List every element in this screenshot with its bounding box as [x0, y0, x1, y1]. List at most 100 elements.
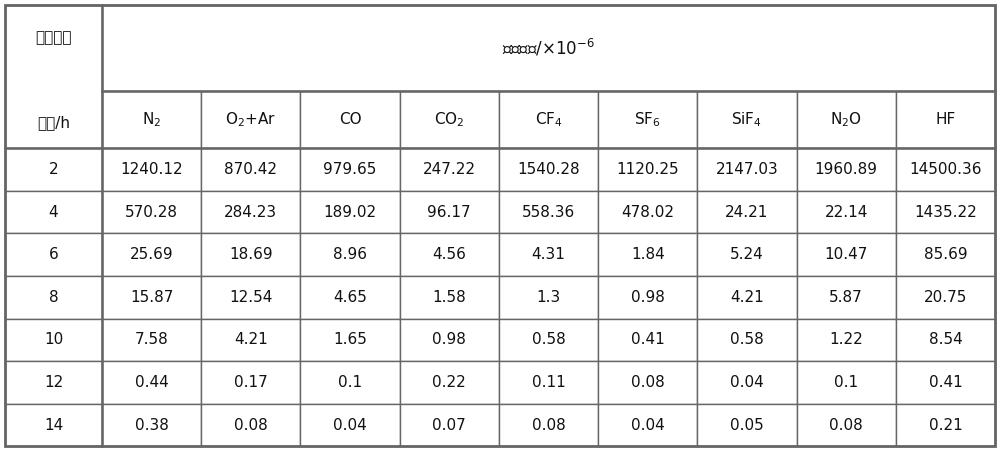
Bar: [201, 276, 300, 318]
Text: 1.22: 1.22: [829, 332, 863, 347]
Bar: [5, 5, 102, 148]
Text: 4.21: 4.21: [234, 332, 268, 347]
Text: 1435.22: 1435.22: [914, 205, 977, 220]
Text: 0.21: 0.21: [929, 418, 962, 433]
Bar: [797, 91, 896, 148]
Text: 14500.36: 14500.36: [909, 162, 982, 177]
Text: 0.04: 0.04: [333, 418, 367, 433]
Text: SiF$_4$: SiF$_4$: [731, 110, 762, 129]
Text: 478.02: 478.02: [621, 205, 674, 220]
Bar: [499, 404, 598, 446]
Text: 25.69: 25.69: [130, 247, 173, 262]
Text: 570.28: 570.28: [125, 205, 178, 220]
Text: 杂质含量/×10$^{-6}$: 杂质含量/×10$^{-6}$: [502, 37, 595, 58]
Text: 8.54: 8.54: [929, 332, 962, 347]
Text: 1960.89: 1960.89: [815, 162, 878, 177]
Bar: [598, 361, 697, 404]
Bar: [300, 404, 400, 446]
Text: 0.41: 0.41: [929, 375, 962, 390]
Bar: [102, 361, 201, 404]
Text: 284.23: 284.23: [224, 205, 277, 220]
Text: N$_2$O: N$_2$O: [830, 110, 862, 129]
Text: 2: 2: [49, 162, 58, 177]
Text: 0.08: 0.08: [234, 418, 268, 433]
Bar: [697, 276, 797, 318]
Bar: [102, 318, 201, 361]
Text: HF: HF: [935, 112, 956, 127]
Text: CO: CO: [339, 112, 361, 127]
Text: 0.11: 0.11: [532, 375, 565, 390]
Text: 96.17: 96.17: [427, 205, 471, 220]
Text: O$_2$+Ar: O$_2$+Ar: [225, 110, 276, 129]
Text: 558.36: 558.36: [522, 205, 575, 220]
Bar: [5, 361, 102, 404]
Bar: [400, 276, 499, 318]
Text: 20.75: 20.75: [924, 290, 967, 305]
Text: 0.08: 0.08: [532, 418, 565, 433]
Bar: [797, 148, 896, 191]
Text: 0.1: 0.1: [338, 375, 362, 390]
Text: 4.31: 4.31: [532, 247, 565, 262]
Bar: [797, 234, 896, 276]
Bar: [201, 318, 300, 361]
Text: 0.38: 0.38: [135, 418, 169, 433]
Text: 8.96: 8.96: [333, 247, 367, 262]
Bar: [201, 191, 300, 234]
Bar: [102, 5, 995, 91]
Bar: [300, 91, 400, 148]
Text: 0.08: 0.08: [829, 418, 863, 433]
Bar: [102, 148, 201, 191]
Bar: [697, 404, 797, 446]
Bar: [300, 361, 400, 404]
Bar: [797, 404, 896, 446]
Bar: [499, 91, 598, 148]
Bar: [896, 234, 995, 276]
Bar: [797, 191, 896, 234]
Bar: [896, 404, 995, 446]
Text: 8: 8: [49, 290, 58, 305]
Bar: [5, 191, 102, 234]
Text: 7.58: 7.58: [135, 332, 169, 347]
Bar: [598, 191, 697, 234]
Bar: [5, 276, 102, 318]
Text: 0.41: 0.41: [631, 332, 665, 347]
Text: 15.87: 15.87: [130, 290, 173, 305]
Text: 4.56: 4.56: [432, 247, 466, 262]
Text: 5.87: 5.87: [829, 290, 863, 305]
Bar: [201, 361, 300, 404]
Text: 0.17: 0.17: [234, 375, 268, 390]
Text: 0.04: 0.04: [631, 418, 665, 433]
Text: 0.58: 0.58: [730, 332, 764, 347]
Text: 22.14: 22.14: [824, 205, 868, 220]
Bar: [499, 361, 598, 404]
Bar: [896, 276, 995, 318]
Bar: [102, 276, 201, 318]
Text: 85.69: 85.69: [924, 247, 967, 262]
Text: 0.08: 0.08: [631, 375, 665, 390]
Bar: [102, 404, 201, 446]
Bar: [797, 361, 896, 404]
Text: 1120.25: 1120.25: [616, 162, 679, 177]
Text: 0.07: 0.07: [432, 418, 466, 433]
Bar: [697, 91, 797, 148]
Bar: [300, 191, 400, 234]
Bar: [201, 148, 300, 191]
Text: 1.65: 1.65: [333, 332, 367, 347]
Bar: [400, 191, 499, 234]
Text: 0.05: 0.05: [730, 418, 764, 433]
Bar: [400, 234, 499, 276]
Text: 5.24: 5.24: [730, 247, 764, 262]
Text: 4: 4: [49, 205, 58, 220]
Bar: [400, 361, 499, 404]
Bar: [201, 234, 300, 276]
Bar: [400, 318, 499, 361]
Bar: [102, 191, 201, 234]
Text: 0.22: 0.22: [432, 375, 466, 390]
Text: 1540.28: 1540.28: [517, 162, 580, 177]
Text: SF$_6$: SF$_6$: [634, 110, 661, 129]
Bar: [102, 234, 201, 276]
Bar: [598, 234, 697, 276]
Bar: [499, 318, 598, 361]
Bar: [697, 191, 797, 234]
Bar: [598, 276, 697, 318]
